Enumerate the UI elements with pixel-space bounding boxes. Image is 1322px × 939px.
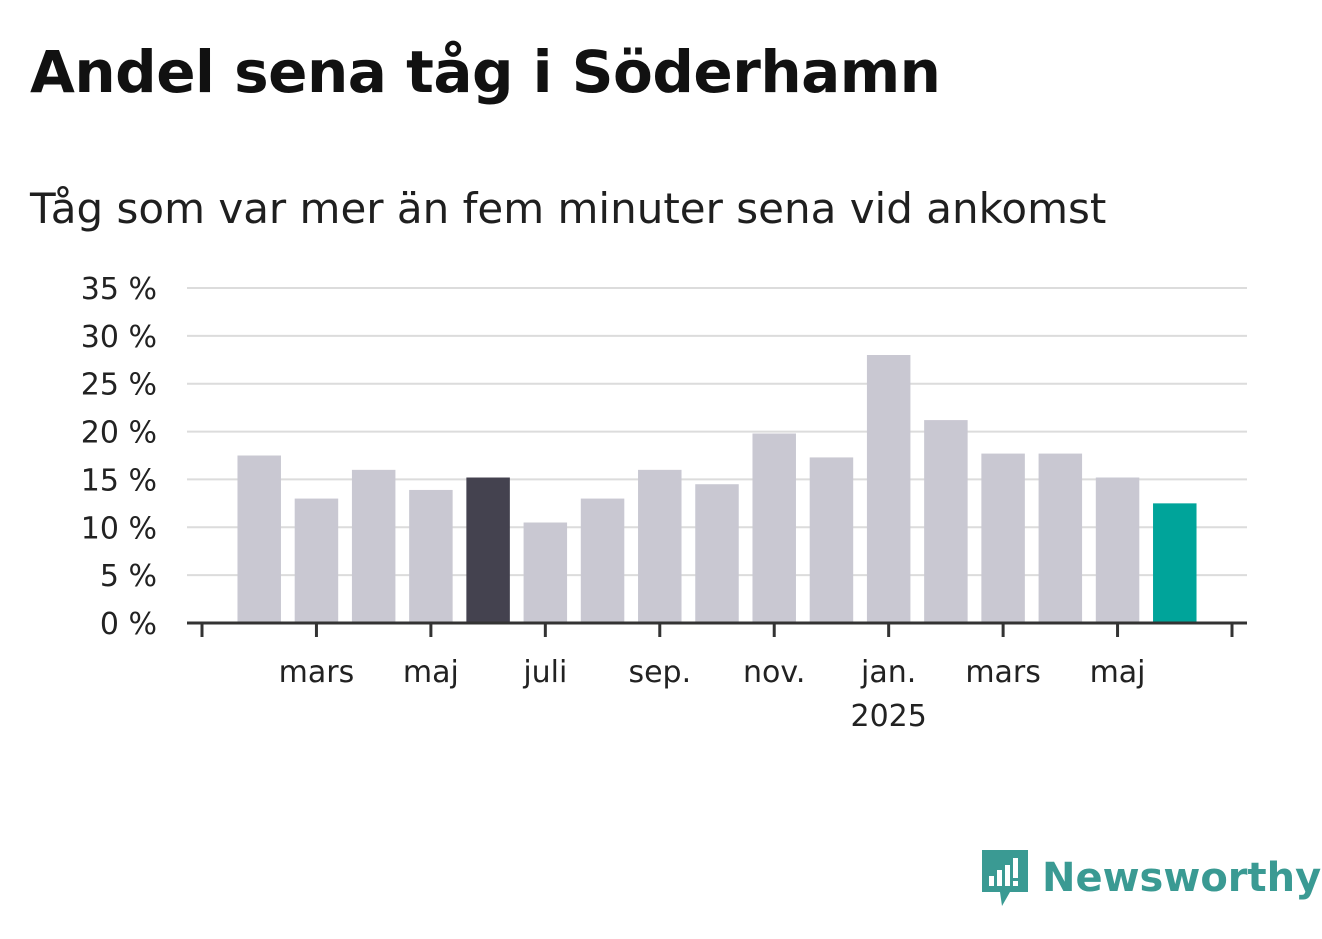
bar [752,433,796,623]
bar [409,489,453,623]
x-tick-label: maj [1090,655,1146,690]
y-tick-label: 25 % [81,368,157,403]
y-tick-label: 20 % [81,416,157,451]
x-tick-label: jan. [860,655,916,690]
bar [1153,503,1197,623]
y-tick-label: 35 % [81,272,157,307]
chart-subtitle: Tåg som var mer än fem minuter sena vid … [30,184,1107,233]
bar [1095,477,1140,623]
brand: Newsworthy [980,848,1321,908]
bar [981,453,1025,623]
bar [638,469,682,623]
bar [866,355,911,623]
bar [466,477,510,623]
bar [523,522,568,623]
bar [1038,453,1083,623]
x-tick-year-label: 2025 [850,699,926,734]
chart-title: Andel sena tåg i Söderhamn [30,38,941,106]
x-tick-label: juli [522,655,567,690]
y-tick-label: 5 % [100,559,157,594]
x-tick-label: maj [403,655,459,690]
bar [294,498,339,623]
bar [580,498,625,623]
y-tick-label: 0 % [100,607,157,642]
bar [351,469,396,623]
bar [237,455,281,623]
y-tick-label: 10 % [81,511,157,546]
x-tick-label: sep. [628,655,691,690]
bar [924,420,968,623]
x-tick-label: mars [279,655,355,690]
x-tick-label: nov. [743,655,805,690]
brand-name: Newsworthy [1042,855,1322,901]
x-tick-label: mars [965,655,1041,690]
bar [809,457,854,623]
y-tick-label: 15 % [81,463,157,498]
y-tick-label: 30 % [81,320,157,355]
bar [695,484,739,623]
newsworthy-logo-icon [982,850,1028,906]
